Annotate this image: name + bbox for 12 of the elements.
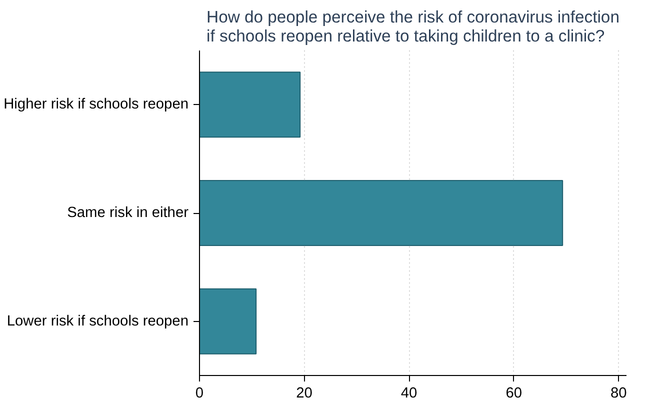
chart-title: How do people perceive the risk of coronavirus infection if schools reopen relative to taking children to a clinic? <box>206 8 620 46</box>
y-tick-label: Lower risk if schools reopen <box>6 313 189 330</box>
bar <box>200 288 257 354</box>
x-tick-label: 80 <box>610 386 627 402</box>
bar <box>200 180 564 246</box>
x-tick-label: 40 <box>400 386 418 402</box>
x-tick-label: 0 <box>195 386 204 402</box>
x-tick-label: 20 <box>296 386 312 402</box>
y-tick-label: Higher risk if schools reopen <box>4 96 189 113</box>
bar <box>200 72 301 138</box>
x-tick-label: 60 <box>506 386 522 402</box>
y-tick-label: Same risk in either <box>67 205 189 221</box>
